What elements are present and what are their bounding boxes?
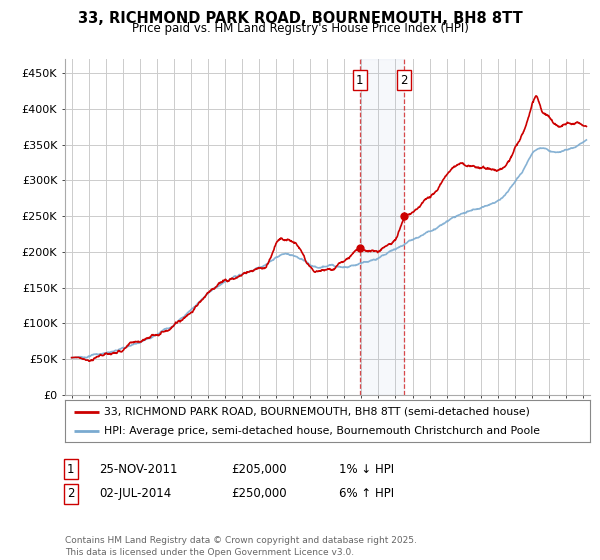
Bar [359, 59, 404, 395]
Text: 1% ↓ HPI: 1% ↓ HPI [339, 463, 394, 476]
Text: 1: 1 [67, 463, 74, 476]
Text: Price paid vs. HM Land Registry's House Price Index (HPI): Price paid vs. HM Land Registry's House … [131, 22, 469, 35]
Text: Contains HM Land Registry data © Crown copyright and database right 2025.
This d: Contains HM Land Registry data © Crown c… [65, 536, 416, 557]
Text: 6% ↑ HPI: 6% ↑ HPI [339, 487, 394, 501]
Text: 02-JUL-2014: 02-JUL-2014 [99, 487, 171, 501]
Text: £250,000: £250,000 [231, 487, 287, 501]
Text: 2: 2 [400, 74, 408, 87]
Text: 33, RICHMOND PARK ROAD, BOURNEMOUTH, BH8 8TT: 33, RICHMOND PARK ROAD, BOURNEMOUTH, BH8… [77, 11, 523, 26]
Text: 2: 2 [67, 487, 74, 501]
Text: £205,000: £205,000 [231, 463, 287, 476]
Text: HPI: Average price, semi-detached house, Bournemouth Christchurch and Poole: HPI: Average price, semi-detached house,… [104, 426, 540, 436]
Text: 25-NOV-2011: 25-NOV-2011 [99, 463, 178, 476]
Text: 1: 1 [356, 74, 364, 87]
Text: 33, RICHMOND PARK ROAD, BOURNEMOUTH, BH8 8TT (semi-detached house): 33, RICHMOND PARK ROAD, BOURNEMOUTH, BH8… [104, 407, 530, 417]
